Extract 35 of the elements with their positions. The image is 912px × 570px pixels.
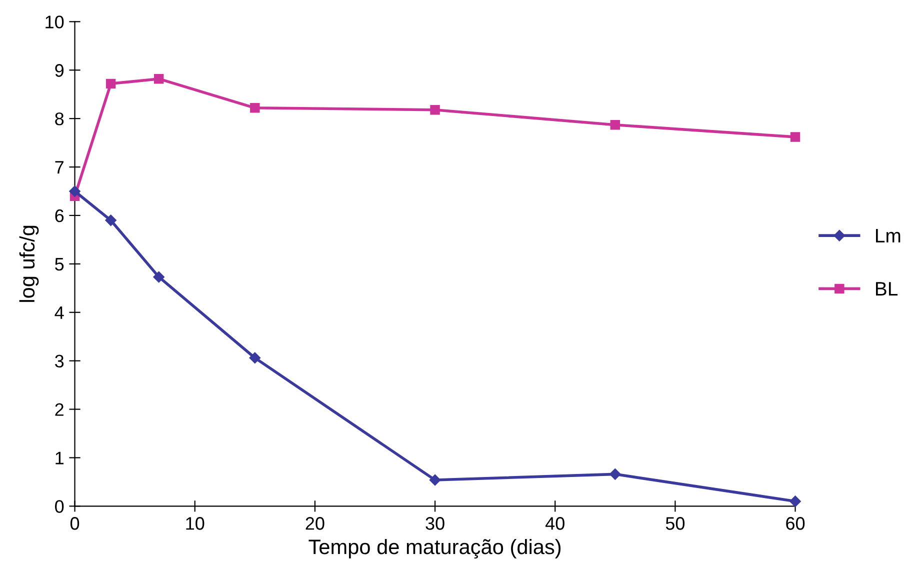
point — [69, 186, 80, 197]
y-tick-label: 8 — [55, 112, 64, 126]
x-tick-label: 0 — [70, 517, 80, 530]
y-tick-label: 9 — [55, 64, 64, 77]
point — [610, 468, 621, 480]
x-tick-label: 40 — [545, 517, 564, 530]
legend-label: Lm — [876, 229, 900, 242]
y-tick-label: 10 — [46, 16, 64, 28]
x-tick-label: 60 — [786, 517, 805, 530]
x-tick-label: 20 — [306, 517, 324, 530]
y-tick-label: 6 — [55, 209, 64, 222]
point — [154, 74, 164, 84]
y-tick-label: 2 — [55, 403, 64, 416]
y-tick-label: 3 — [55, 354, 64, 368]
x-axis-title: Tempo de maturação (dias) — [308, 538, 561, 558]
point — [106, 78, 116, 89]
legend-label: BL — [876, 282, 898, 296]
x-tick-label: 30 — [426, 517, 444, 530]
point — [250, 103, 260, 113]
point — [790, 496, 801, 507]
point — [790, 132, 800, 142]
y-tick-label: 7 — [55, 161, 64, 174]
y-tick-label: 1 — [56, 452, 64, 464]
x-tick-label: 50 — [666, 517, 685, 530]
point — [429, 474, 441, 486]
y-tick-label: 4 — [54, 306, 64, 319]
point — [610, 120, 620, 130]
y-tick-label: 0 — [55, 500, 64, 513]
y-tick-label: 5 — [55, 258, 64, 271]
point — [153, 271, 164, 283]
y-axis-title: log ufc/g — [19, 226, 39, 302]
x-tick-label: 10 — [186, 517, 204, 530]
point — [249, 352, 261, 364]
point — [430, 104, 440, 115]
point — [105, 214, 116, 226]
